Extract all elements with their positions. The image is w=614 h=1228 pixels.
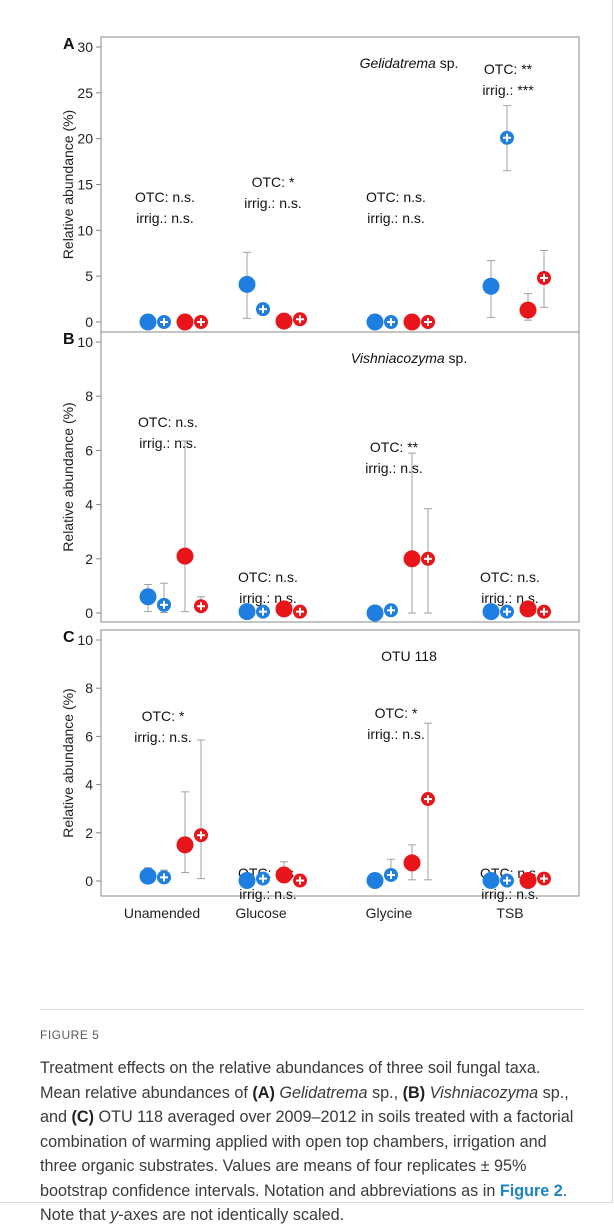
caption-part: -axes are not identically scaled. [118,1206,345,1224]
data-point [482,872,500,890]
x-tick-label: Unamended [124,905,200,921]
significance-annotation: OTC: * [375,705,418,721]
significance-annotation: irrig.: *** [482,82,534,98]
significance-annotation: irrig.: n.s. [367,210,425,226]
x-tick-label: TSB [496,905,523,921]
y-tick-label: 4 [85,777,93,793]
y-tick-label: 0 [85,605,93,621]
data-point [238,275,256,293]
y-tick-label: 0 [85,873,93,889]
significance-annotation: irrig.: n.s. [134,729,192,745]
caption-part: Treatment effects on the relative abunda… [40,1059,541,1102]
data-point [519,872,537,890]
caption-text: Treatment effects on the relative abunda… [40,1056,585,1228]
data-point [403,550,421,568]
data-point [366,604,384,622]
significance-annotation: irrig.: n.s. [136,210,194,226]
caption-italic-y: y [110,1206,119,1224]
significance-annotation: irrig.: n.s. [239,886,297,902]
significance-annotation: OTC: n.s. [480,569,540,585]
y-tick-label: 10 [77,334,93,350]
y-axis-label: Relative abundance (%) [60,402,76,551]
y-axis-label: Relative abundance (%) [60,110,76,259]
y-tick-label: 10 [77,632,93,648]
panel-a: A 0 5 10 15 20 25 30 Relative abundance (%) Gelid… [60,36,580,333]
y-tick-label: 10 [77,222,93,238]
data-point [482,603,500,621]
caption-taxon-b: Vishniacozyma [429,1083,539,1102]
y-tick-label: 25 [77,85,93,101]
panel-title: OTU 118 [381,648,437,664]
y-tick-label: 0 [85,314,93,330]
plot-frame [100,629,580,897]
data-point [238,872,256,890]
panel-title: Vishniacozyma sp. [351,350,467,366]
significance-annotation: OTC: n.s. [238,569,298,585]
y-tick-label: 6 [85,728,93,744]
caption-divider [40,1009,584,1010]
significance-annotation: irrig.: n.s. [481,886,539,902]
significance-annotation: OTC: * [252,174,295,190]
y-tick-label: 4 [85,497,93,513]
x-tick-label: Glycine [366,905,413,921]
data-point [139,588,157,606]
figure-label: FIGURE 5 [40,1028,100,1042]
data-point [482,277,500,295]
significance-annotation: OTC: ** [484,61,533,77]
figure-2-link[interactable]: Figure 2 [499,1181,563,1200]
y-tick-label: 8 [85,680,93,696]
data-point [275,866,293,884]
y-tick-label: 30 [77,39,93,55]
y-tick-label: 6 [85,442,93,458]
caption-panel-c: (C) [71,1108,94,1126]
data-point [139,313,157,331]
panel-letter: C [63,629,75,646]
y-tick-label: 2 [85,825,93,841]
x-tick-label: Glucose [235,905,287,921]
data-point [403,854,421,872]
plot-frame [100,331,580,623]
significance-annotation: OTC: n.s. [138,414,198,430]
caption-part: sp., [367,1083,403,1102]
panel-b: B 0 2 4 6 8 10 Relative abundance (%) Vishniacoz… [60,331,580,623]
caption-part: OTU 118 averaged over 2009–2012 in soils… [40,1108,574,1200]
data-point [176,547,194,565]
data-point [403,313,421,331]
significance-annotation: irrig.: n.s. [244,195,302,211]
y-tick-label: 15 [77,177,93,193]
significance-annotation: irrig.: n.s. [365,460,423,476]
data-point [366,313,384,331]
y-tick-label: 5 [85,268,93,284]
data-point [519,301,537,319]
y-tick-label: 2 [85,551,93,567]
significance-annotation: OTC: ** [370,439,419,455]
figure-caption: FIGURE 5 Treatment effects on the relati… [40,1028,585,1228]
data-point [275,312,293,330]
panel-c: C 0 2 4 6 8 10 Relative abundance (%) OTU 118 OTC… [60,629,580,921]
significance-annotation: OTC: n.s. [366,189,426,205]
panel-title: Gelidatrema sp. [360,55,459,71]
caption-panel-a: (A) [252,1083,275,1102]
significance-annotation: irrig.: n.s. [139,435,197,451]
page-frame [0,0,613,1203]
y-tick-label: 20 [77,131,93,147]
significance-annotation: OTC: n.s. [135,189,195,205]
y-axis-label: Relative abundance (%) [60,688,76,837]
data-point [366,872,384,890]
panel-letter: B [63,331,75,348]
data-point [275,600,293,618]
data-point [519,600,537,618]
caption-taxon-a: Gelidatrema [279,1083,368,1102]
data-point [238,603,256,621]
caption-part: sp., and [40,1083,569,1127]
panel-letter: A [63,36,75,53]
data-point [176,313,194,331]
y-tick-label: 8 [85,388,93,404]
caption-panel-b: (B) [402,1083,426,1102]
data-point [176,836,194,854]
significance-annotation: irrig.: n.s. [367,726,425,742]
significance-annotation: OTC: * [142,708,185,724]
data-point [139,867,157,885]
